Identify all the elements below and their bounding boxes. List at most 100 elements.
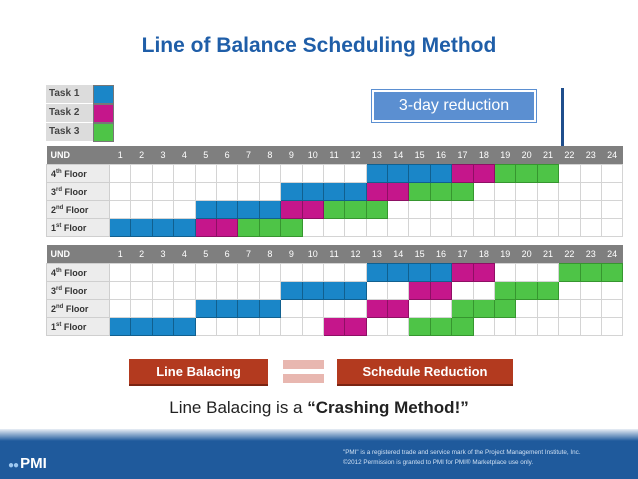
- day-column-header: 20: [515, 146, 538, 165]
- empty-cell: [579, 164, 602, 183]
- day-column-header: 24: [601, 245, 623, 264]
- statement-emphasis: “Crashing Method!”: [307, 398, 469, 417]
- day-column-header: 6: [216, 146, 238, 165]
- empty-cell: [194, 164, 217, 183]
- floor-word: Floor: [65, 204, 89, 215]
- empty-cell: [408, 299, 431, 318]
- day-column-header: 23: [580, 245, 602, 264]
- footer-gradient: [0, 429, 638, 441]
- legend-swatch-task1: [93, 85, 114, 104]
- empty-cell: [301, 218, 324, 237]
- empty-cell: [344, 299, 367, 318]
- pmi-logo: ●● PMI: [8, 455, 47, 472]
- task-3-cell: [600, 263, 624, 282]
- floor-number: 4: [51, 168, 57, 179]
- empty-cell: [558, 218, 581, 237]
- empty-cell: [108, 200, 132, 219]
- empty-cell: [472, 218, 496, 237]
- empty-cell: [151, 281, 175, 300]
- task-3-cell: [515, 281, 538, 300]
- empty-cell: [301, 263, 324, 282]
- floor-suffix: rd: [56, 285, 63, 292]
- floor-suffix: nd: [56, 204, 64, 211]
- task-2-cell: [365, 182, 389, 201]
- empty-cell: [194, 182, 217, 201]
- task-1-cell: [130, 317, 153, 336]
- task-1-cell: [108, 317, 132, 336]
- line-balancing-button[interactable]: Line Balacing: [129, 359, 268, 386]
- task-2-cell: [387, 182, 410, 201]
- day-column-header: 18: [473, 146, 495, 165]
- legend-label: Task 1: [46, 85, 93, 104]
- task-3-cell: [408, 182, 431, 201]
- empty-cell: [515, 299, 538, 318]
- empty-cell: [194, 263, 217, 282]
- schedule-reduction-button[interactable]: Schedule Reduction: [337, 359, 513, 386]
- task-3-cell: [494, 281, 517, 300]
- day-column-header: 4: [173, 146, 196, 165]
- day-column-header: 9: [280, 245, 303, 264]
- empty-cell: [515, 218, 538, 237]
- empty-cell: [387, 317, 410, 336]
- empty-cell: [515, 182, 538, 201]
- task-2-cell: [301, 200, 324, 219]
- day-column-header: 2: [130, 146, 153, 165]
- empty-cell: [429, 299, 453, 318]
- task-1-cell: [387, 263, 410, 282]
- reduction-callout: 3-day reduction: [372, 90, 536, 122]
- floor-label: 2nd Floor: [46, 299, 110, 318]
- equals-icon: [283, 360, 324, 388]
- empty-cell: [365, 281, 389, 300]
- floor-word: Floor: [64, 285, 88, 296]
- empty-cell: [173, 299, 196, 318]
- task-1-cell: [301, 182, 324, 201]
- footer-note: "PMI" is a registered trade and service …: [343, 448, 633, 468]
- empty-cell: [258, 182, 282, 201]
- day-column-header: 21: [537, 245, 559, 264]
- empty-cell: [108, 299, 132, 318]
- empty-cell: [322, 263, 346, 282]
- task-3-cell: [515, 164, 538, 183]
- empty-cell: [108, 281, 132, 300]
- day-column-header: 9: [280, 146, 303, 165]
- day-column-header: 3: [152, 245, 174, 264]
- day-column-header: 24: [601, 146, 623, 165]
- floor-row: 4th Floor: [46, 164, 624, 183]
- logo-dots-icon: ●●: [8, 460, 19, 471]
- empty-cell: [558, 299, 581, 318]
- empty-cell: [108, 263, 132, 282]
- empty-cell: [451, 281, 474, 300]
- empty-cell: [472, 281, 496, 300]
- empty-cell: [579, 281, 602, 300]
- task-1-cell: [280, 182, 303, 201]
- task-2-cell: [472, 263, 496, 282]
- floor-label: 3rd Floor: [46, 182, 110, 201]
- task-3-cell: [451, 182, 474, 201]
- empty-cell: [536, 317, 560, 336]
- day-column-header: 13: [366, 245, 388, 264]
- task-2-cell: [280, 200, 303, 219]
- legend-row-task2: Task 2: [46, 104, 114, 123]
- empty-cell: [494, 317, 517, 336]
- task-1-cell: [151, 218, 175, 237]
- day-column-header: 12: [344, 146, 367, 165]
- empty-cell: [194, 317, 217, 336]
- task-2-cell: [344, 317, 367, 336]
- day-column-header: 13: [366, 146, 388, 165]
- empty-cell: [536, 200, 560, 219]
- task-1-cell: [365, 263, 389, 282]
- task-1-cell: [429, 263, 453, 282]
- day-column-header: 4: [173, 245, 196, 264]
- empty-cell: [108, 182, 132, 201]
- day-column-header: 5: [195, 245, 217, 264]
- empty-cell: [494, 200, 517, 219]
- task-1-cell: [237, 299, 260, 318]
- task-2-cell: [451, 263, 474, 282]
- empty-cell: [494, 182, 517, 201]
- day-column-header: 16: [430, 245, 452, 264]
- legend-label: Task 2: [46, 104, 93, 123]
- floor-suffix: st: [56, 321, 62, 328]
- slide-title: Line of Balance Scheduling Method: [141, 34, 497, 57]
- task-2-cell: [215, 218, 239, 237]
- task-3-cell: [429, 182, 453, 201]
